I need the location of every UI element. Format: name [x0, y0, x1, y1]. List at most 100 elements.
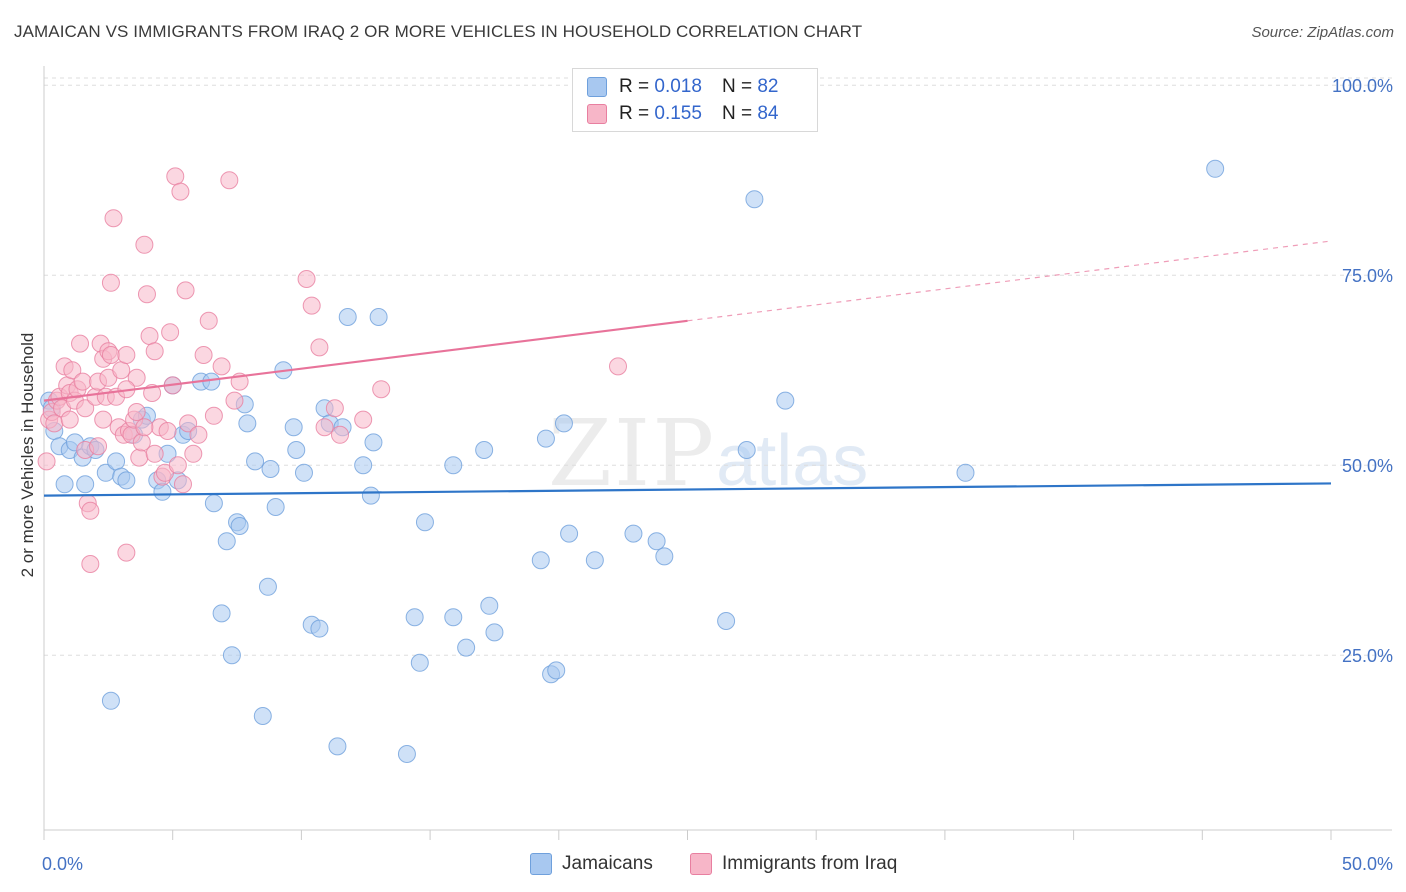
legend-r-label: R = [619, 103, 650, 124]
point-jamaicans [624, 524, 643, 543]
legend-row-jamaicans: R = 0.018 N = 82 [587, 75, 778, 99]
point-jamaicans [253, 707, 272, 725]
point-jamaicans [444, 608, 463, 627]
tick-labels: 25.0% 50.0% 75.0% 100.0% 0.0% 50.0% [42, 76, 1393, 874]
point-iraq [179, 414, 198, 433]
point-jamaicans [717, 612, 736, 630]
point-iraq [220, 171, 239, 190]
legend-r-value: 0.018 [654, 76, 702, 97]
point-jamaicans [457, 638, 476, 657]
point-jamaicans [287, 441, 306, 459]
point-iraq [189, 425, 208, 444]
point-iraq [199, 311, 218, 330]
point-jamaicans [1206, 159, 1225, 178]
point-jamaicans [410, 653, 429, 672]
legend-row-iraq: R = 0.155 N = 84 [587, 102, 778, 126]
point-jamaicans [101, 691, 120, 710]
y-tick-label: 100.0% [1332, 76, 1393, 96]
point-jamaicans [212, 604, 231, 623]
point-iraq [60, 410, 79, 429]
point-iraq [37, 452, 56, 471]
point-jamaicans [230, 517, 249, 535]
trend-line-iraq [43, 319, 688, 402]
point-jamaicans [76, 475, 95, 494]
point-jamaicans [204, 494, 223, 513]
point-jamaicans [266, 498, 285, 516]
point-iraq [171, 182, 190, 201]
point-jamaicans [405, 608, 424, 627]
point-iraq [76, 399, 95, 418]
bottom-legend-iraq[interactable]: Immigrants from Iraq [690, 852, 897, 876]
point-jamaicans [415, 513, 434, 532]
point-iraq [112, 361, 131, 380]
point-iraq [315, 418, 334, 437]
point-jamaicans [485, 623, 504, 642]
legend-n-value: 82 [757, 76, 779, 97]
point-jamaicans [776, 391, 795, 410]
point-iraq [89, 437, 108, 456]
point-iraq [176, 281, 195, 300]
point-jamaicans [284, 418, 303, 437]
point-jamaicans [364, 433, 383, 452]
chart-title: JAMAICAN VS IMMIGRANTS FROM IRAQ 2 OR MO… [14, 22, 863, 41]
bottom-legend-label: Jamaicans [562, 853, 653, 874]
point-jamaicans [397, 745, 416, 763]
point-iraq [117, 543, 136, 562]
point-jamaicans [444, 456, 463, 475]
point-iraq [101, 273, 120, 292]
point-jamaicans [310, 619, 329, 638]
point-jamaicans [258, 577, 277, 596]
y-tick-label: 50.0% [1342, 456, 1393, 476]
point-iraq [127, 403, 146, 421]
legend-r-value: 0.155 [654, 103, 702, 124]
point-iraq [166, 167, 185, 186]
point-iraq [145, 342, 164, 361]
bottom-legend-swatch-blue [530, 853, 552, 875]
legend-swatch-blue [587, 77, 607, 97]
point-jamaicans [328, 737, 347, 756]
point-iraq [137, 285, 156, 304]
point-jamaicans [547, 661, 566, 680]
point-jamaicans [956, 463, 975, 482]
point-jamaicans [338, 308, 357, 326]
point-jamaicans [361, 486, 380, 505]
point-iraq [94, 410, 113, 429]
point-jamaicans [238, 414, 257, 433]
trend-line-iraq-extension [687, 240, 1332, 322]
point-iraq [73, 372, 92, 391]
bottom-legend-jamaicans[interactable]: Jamaicans [530, 852, 653, 876]
point-iraq [158, 422, 177, 440]
point-jamaicans [354, 456, 373, 475]
point-iraq [145, 444, 164, 463]
point-jamaicans [222, 646, 241, 665]
point-iraq [104, 209, 123, 228]
source-label: Source: ZipAtlas.com [1251, 24, 1394, 41]
point-jamaicans [655, 547, 674, 566]
point-iraq [184, 444, 203, 463]
point-iraq [101, 346, 120, 364]
point-jamaicans [117, 471, 136, 490]
point-iraq [81, 555, 100, 573]
bottom-legend-swatch-pink [690, 853, 712, 875]
point-jamaicans [217, 532, 236, 551]
point-jamaicans [647, 532, 666, 551]
point-iraq [135, 235, 154, 254]
point-jamaicans [560, 524, 579, 543]
point-iraq [135, 418, 154, 437]
point-jamaicans [369, 308, 388, 326]
point-iraq [63, 361, 82, 380]
point-jamaicans [585, 551, 604, 570]
point-iraq [168, 456, 187, 475]
point-iraq [161, 323, 180, 342]
point-jamaicans [554, 414, 573, 433]
data-points [37, 159, 1225, 763]
legend-r-label: R = [619, 76, 650, 97]
point-jamaicans [745, 190, 764, 209]
point-jamaicans [737, 441, 756, 459]
legend-n-value: 84 [757, 103, 779, 124]
trend-lines [43, 240, 1332, 497]
point-jamaicans [531, 551, 550, 570]
point-jamaicans [246, 452, 265, 471]
point-jamaicans [55, 475, 74, 494]
